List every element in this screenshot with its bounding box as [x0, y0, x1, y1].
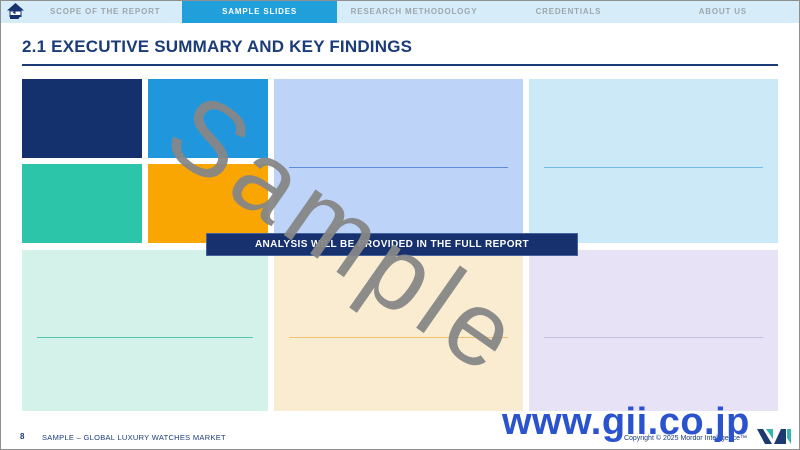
block-navy	[22, 79, 142, 158]
tab-research-methodology[interactable]: RESEARCH METHODOLOGY	[350, 7, 478, 16]
panel-bottom-left	[22, 250, 268, 411]
page-number: 8	[20, 432, 25, 441]
top-nav: SCOPE OF THE REPORT SAMPLE SLIDES RESEAR…	[0, 0, 800, 23]
tab-credentials[interactable]: CREDENTIALS	[535, 7, 602, 16]
nav-tabs: SCOPE OF THE REPORT SAMPLE SLIDES RESEAR…	[28, 0, 800, 23]
panel-bottom-right	[529, 250, 778, 411]
analysis-banner: ANALYSIS WILL BE PROVIDED IN THE FULL RE…	[206, 233, 578, 256]
panel-divider-line	[37, 337, 253, 338]
panel-divider-line	[544, 167, 763, 168]
panel-top-middle	[274, 79, 523, 243]
panel-divider-line	[544, 337, 763, 338]
panel-divider-line	[289, 337, 508, 338]
footer-copyright: Copyright © 2025 Mordor Intelligence™	[623, 435, 747, 442]
home-icon[interactable]	[6, 2, 25, 21]
footer-report-name: SAMPLE – GLOBAL LUXURY WATCHES MARKET	[42, 433, 226, 442]
tab-scope-of-the-report[interactable]: SCOPE OF THE REPORT	[50, 7, 161, 16]
panel-top-right	[529, 79, 778, 243]
title-underline	[22, 64, 778, 66]
block-teal	[22, 164, 142, 243]
gii-url-watermark: www.gii.co.jp	[502, 401, 750, 443]
block-blue	[148, 79, 268, 158]
mordor-intelligence-logo-icon	[757, 429, 791, 444]
block-orange	[148, 164, 268, 243]
page-title: 2.1 EXECUTIVE SUMMARY AND KEY FINDINGS	[22, 37, 413, 56]
tab-sample-slides[interactable]: SAMPLE SLIDES	[182, 0, 337, 23]
panel-divider-line	[289, 167, 508, 168]
panel-bottom-middle	[274, 250, 523, 411]
tab-about-us[interactable]: ABOUT US	[698, 7, 747, 16]
